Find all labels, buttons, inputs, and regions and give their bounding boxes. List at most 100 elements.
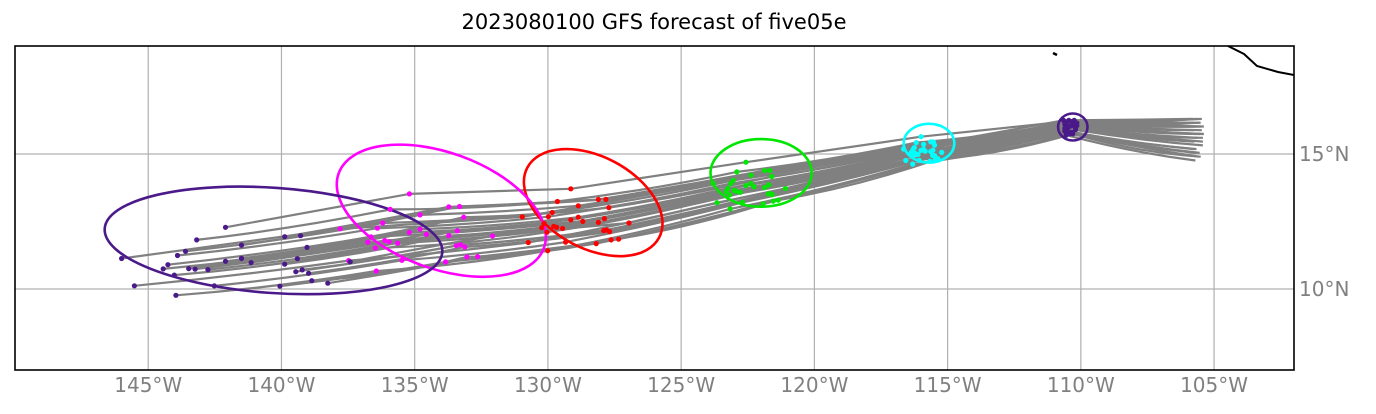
forecast-point bbox=[406, 191, 412, 197]
forecast-point bbox=[769, 173, 775, 180]
forecast-point bbox=[454, 228, 460, 234]
forecast-point bbox=[1067, 131, 1073, 137]
forecast-point bbox=[939, 149, 945, 155]
forecast-point bbox=[911, 145, 917, 151]
forecast-point bbox=[903, 157, 909, 164]
forecast-point bbox=[475, 254, 481, 260]
forecast-point bbox=[748, 172, 754, 178]
forecast-point bbox=[568, 186, 574, 192]
forecast-point bbox=[766, 182, 772, 188]
forecast-point bbox=[222, 258, 229, 264]
uncertainty-ellipse-day4 bbox=[335, 143, 548, 279]
forecast-point bbox=[714, 200, 720, 206]
forecast-point bbox=[457, 242, 464, 248]
forecast-point bbox=[601, 228, 607, 234]
forecast-point bbox=[930, 147, 936, 153]
forecast-point bbox=[453, 243, 459, 249]
coastline bbox=[1052, 46, 1294, 76]
forecast-point bbox=[616, 236, 622, 242]
forecast-point bbox=[186, 266, 192, 272]
forecast-point bbox=[545, 248, 551, 254]
lon-tick-label: 120°W bbox=[780, 373, 848, 397]
forecast-point bbox=[575, 203, 581, 209]
forecast-point bbox=[743, 159, 749, 165]
forecast-point bbox=[294, 256, 300, 262]
forecast-point bbox=[277, 283, 283, 289]
forecast-point bbox=[374, 225, 380, 231]
forecast-point bbox=[282, 234, 288, 240]
forecast-point bbox=[380, 220, 386, 226]
forecast-point bbox=[595, 219, 602, 225]
lon-tick-label: 125°W bbox=[647, 373, 715, 397]
forecast-point bbox=[918, 147, 924, 153]
forecast-point bbox=[325, 280, 331, 286]
forecast-point bbox=[399, 257, 405, 263]
forecast-point bbox=[730, 177, 736, 183]
forecast-point bbox=[539, 225, 545, 231]
forecast-point bbox=[373, 268, 379, 274]
forecast-point bbox=[601, 216, 608, 222]
forecast-point bbox=[901, 146, 907, 152]
forecast-point bbox=[446, 233, 452, 239]
uncertainty-ellipse-day5 bbox=[103, 185, 444, 296]
forecast-point bbox=[194, 237, 200, 243]
forecast-point bbox=[299, 267, 305, 273]
uncertainty-ellipse-day3 bbox=[522, 147, 664, 258]
forecast-point bbox=[165, 262, 171, 268]
forecast-point bbox=[238, 242, 245, 248]
lon-tick-label: 110°W bbox=[1047, 373, 1115, 397]
forecast-point bbox=[248, 260, 254, 266]
forecast-point bbox=[769, 192, 775, 198]
forecast-point bbox=[575, 214, 581, 220]
forecast-point bbox=[910, 161, 916, 167]
forecast-point bbox=[563, 239, 569, 245]
forecast-point bbox=[928, 139, 934, 145]
forecast-point bbox=[935, 156, 941, 162]
forecast-point bbox=[464, 254, 470, 260]
lat-tick-label: 15°N bbox=[1299, 142, 1349, 166]
axis-labels: 145°W 140°W 135°W 130°W 125°W 120°W 115°W 110°W… bbox=[114, 142, 1349, 397]
forecast-points bbox=[119, 117, 1080, 298]
forecast-point bbox=[211, 283, 217, 289]
forecast-point bbox=[293, 269, 299, 275]
coastline-island bbox=[1052, 51, 1058, 57]
uncertainty-ellipse-day2 bbox=[709, 137, 813, 208]
forecast-point bbox=[762, 168, 768, 174]
forecast-point bbox=[446, 204, 452, 210]
forecast-point bbox=[915, 151, 921, 158]
forecast-point bbox=[554, 224, 560, 230]
forecast-point bbox=[519, 214, 525, 220]
forecast-point bbox=[595, 196, 602, 203]
forecast-point bbox=[767, 168, 773, 174]
forecast-point bbox=[606, 205, 612, 211]
forecast-point bbox=[748, 181, 754, 187]
forecast-point bbox=[304, 244, 310, 250]
forecast-point bbox=[368, 234, 374, 240]
forecast-point bbox=[931, 142, 938, 148]
forecast-point bbox=[580, 218, 586, 224]
forecast-point bbox=[560, 225, 566, 232]
forecast-point bbox=[930, 152, 936, 159]
forecast-point bbox=[387, 206, 393, 212]
forecast-point bbox=[916, 157, 922, 163]
lon-tick-label: 140°W bbox=[247, 373, 315, 397]
forecast-point bbox=[456, 203, 463, 210]
forecast-point bbox=[770, 198, 776, 204]
forecast-point bbox=[282, 261, 288, 267]
forecast-point bbox=[727, 206, 733, 212]
forecast-point bbox=[337, 226, 343, 232]
forecast-point bbox=[386, 239, 392, 245]
forecast-point bbox=[710, 180, 716, 186]
uncertainty-ellipses bbox=[103, 112, 1089, 296]
forecast-point bbox=[222, 224, 229, 230]
forecast-point bbox=[406, 229, 412, 235]
forecast-point bbox=[192, 266, 198, 272]
forecast-point bbox=[734, 169, 740, 175]
forecast-point bbox=[549, 209, 555, 216]
track-layer bbox=[121, 117, 1204, 297]
forecast-point bbox=[160, 266, 166, 272]
forecast-point bbox=[603, 196, 609, 202]
forecast-point bbox=[760, 201, 766, 207]
coastline-mexico bbox=[1227, 46, 1294, 76]
